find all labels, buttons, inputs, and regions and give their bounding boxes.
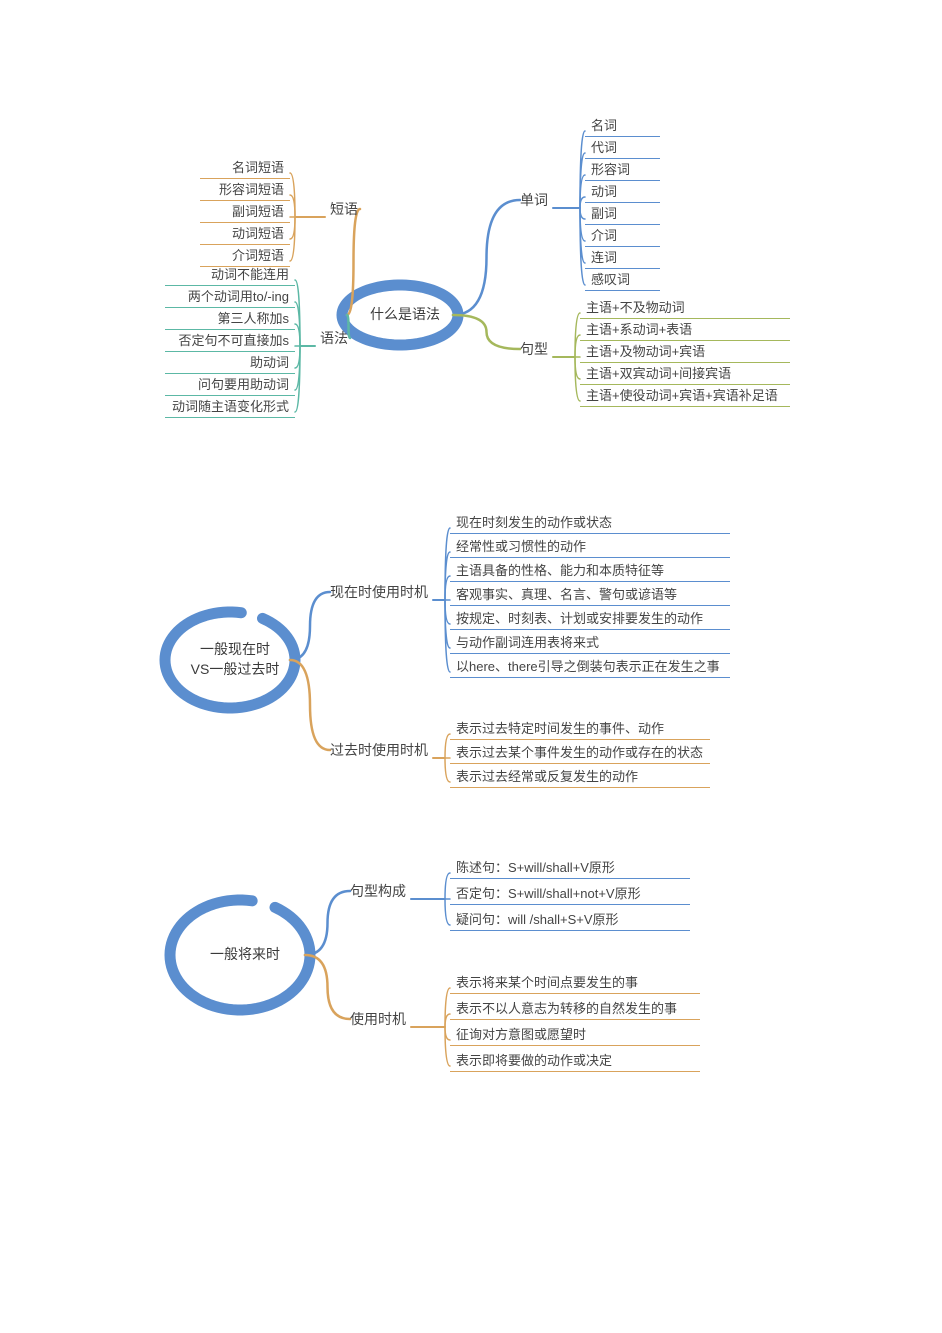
leaf-2-6: 连词 [585,245,660,269]
branch-1: 语法 [320,328,348,348]
leaf-0-0: 陈述句：S+will/shall+V原形 [450,855,690,879]
leaf-1-4: 助动词 [165,350,295,374]
leaf-2-1: 代词 [585,135,660,159]
leaf-0-5: 与动作副词连用表将来式 [450,630,730,654]
branch-0: 句型构成 [350,881,406,901]
leaf-0-1: 否定句：S+will/shall+not+V原形 [450,881,690,905]
leaf-0-3: 动词短语 [200,221,290,245]
leaf-1-5: 问句要用助动词 [165,372,295,396]
leaf-2-7: 感叹词 [585,267,660,291]
leaf-3-4: 主语+使役动词+宾语+宾语补足语 [580,383,790,407]
leaf-2-2: 形容词 [585,157,660,181]
leaf-2-4: 副词 [585,201,660,225]
leaf-0-2: 副词短语 [200,199,290,223]
leaf-2-3: 动词 [585,179,660,203]
branch-0: 短语 [330,199,358,219]
leaf-0-3: 客观事实、真理、名言、警句或谚语等 [450,582,730,606]
leaf-2-5: 介词 [585,223,660,247]
leaf-0-2: 主语具备的性格、能力和本质特征等 [450,558,730,582]
leaf-3-2: 主语+及物动词+宾语 [580,339,790,363]
leaf-0-1: 经常性或习惯性的动作 [450,534,730,558]
leaf-0-1: 形容词短语 [200,177,290,201]
center-node: 一般将来时 [185,945,305,963]
branch-1: 使用时机 [350,1009,406,1029]
leaf-2-0: 名词 [585,113,660,137]
leaf-1-1: 表示过去某个事件发生的动作或存在的状态 [450,740,710,764]
leaf-3-1: 主语+系动词+表语 [580,317,790,341]
leaf-1-1: 两个动词用to/-ing [165,284,295,308]
leaf-1-2: 表示过去经常或反复发生的动作 [450,764,710,788]
leaf-0-6: 以here、there引导之倒装句表示正在发生之事 [450,654,730,678]
leaf-0-0: 现在时刻发生的动作或状态 [450,510,730,534]
leaf-1-3: 表示即将要做的动作或决定 [450,1048,700,1072]
leaf-1-1: 表示不以人意志为转移的自然发生的事 [450,996,700,1020]
branch-3: 句型 [520,339,548,359]
leaf-3-0: 主语+不及物动词 [580,295,790,319]
branch-2: 单词 [520,190,548,210]
mindmap-canvas: 什么是语法短语名词短语形容词短语副词短语动词短语介词短语语法动词不能连用两个动词… [0,0,942,1333]
leaf-3-3: 主语+双宾动词+间接宾语 [580,361,790,385]
leaf-0-0: 名词短语 [200,155,290,179]
leaf-1-3: 否定句不可直接加s [165,328,295,352]
branch-1: 过去时使用时机 [330,740,428,760]
leaf-1-0: 动词不能连用 [165,262,295,286]
leaf-1-2: 第三人称加s [165,306,295,330]
branch-0: 现在时使用时机 [330,582,428,602]
leaf-1-0: 表示过去特定时间发生的事件、动作 [450,716,710,740]
center-node-line2: VS一般过去时 [170,660,300,678]
leaf-0-2: 疑问句：will /shall+S+V原形 [450,907,690,931]
leaf-1-0: 表示将来某个时间点要发生的事 [450,970,700,994]
center-node: 什么是语法 [357,305,453,323]
center-node-line1: 一般现在时 [175,640,295,658]
leaf-1-2: 征询对方意图或愿望时 [450,1022,700,1046]
leaf-1-6: 动词随主语变化形式 [165,394,295,418]
leaf-0-4: 按规定、时刻表、计划或安排要发生的动作 [450,606,730,630]
